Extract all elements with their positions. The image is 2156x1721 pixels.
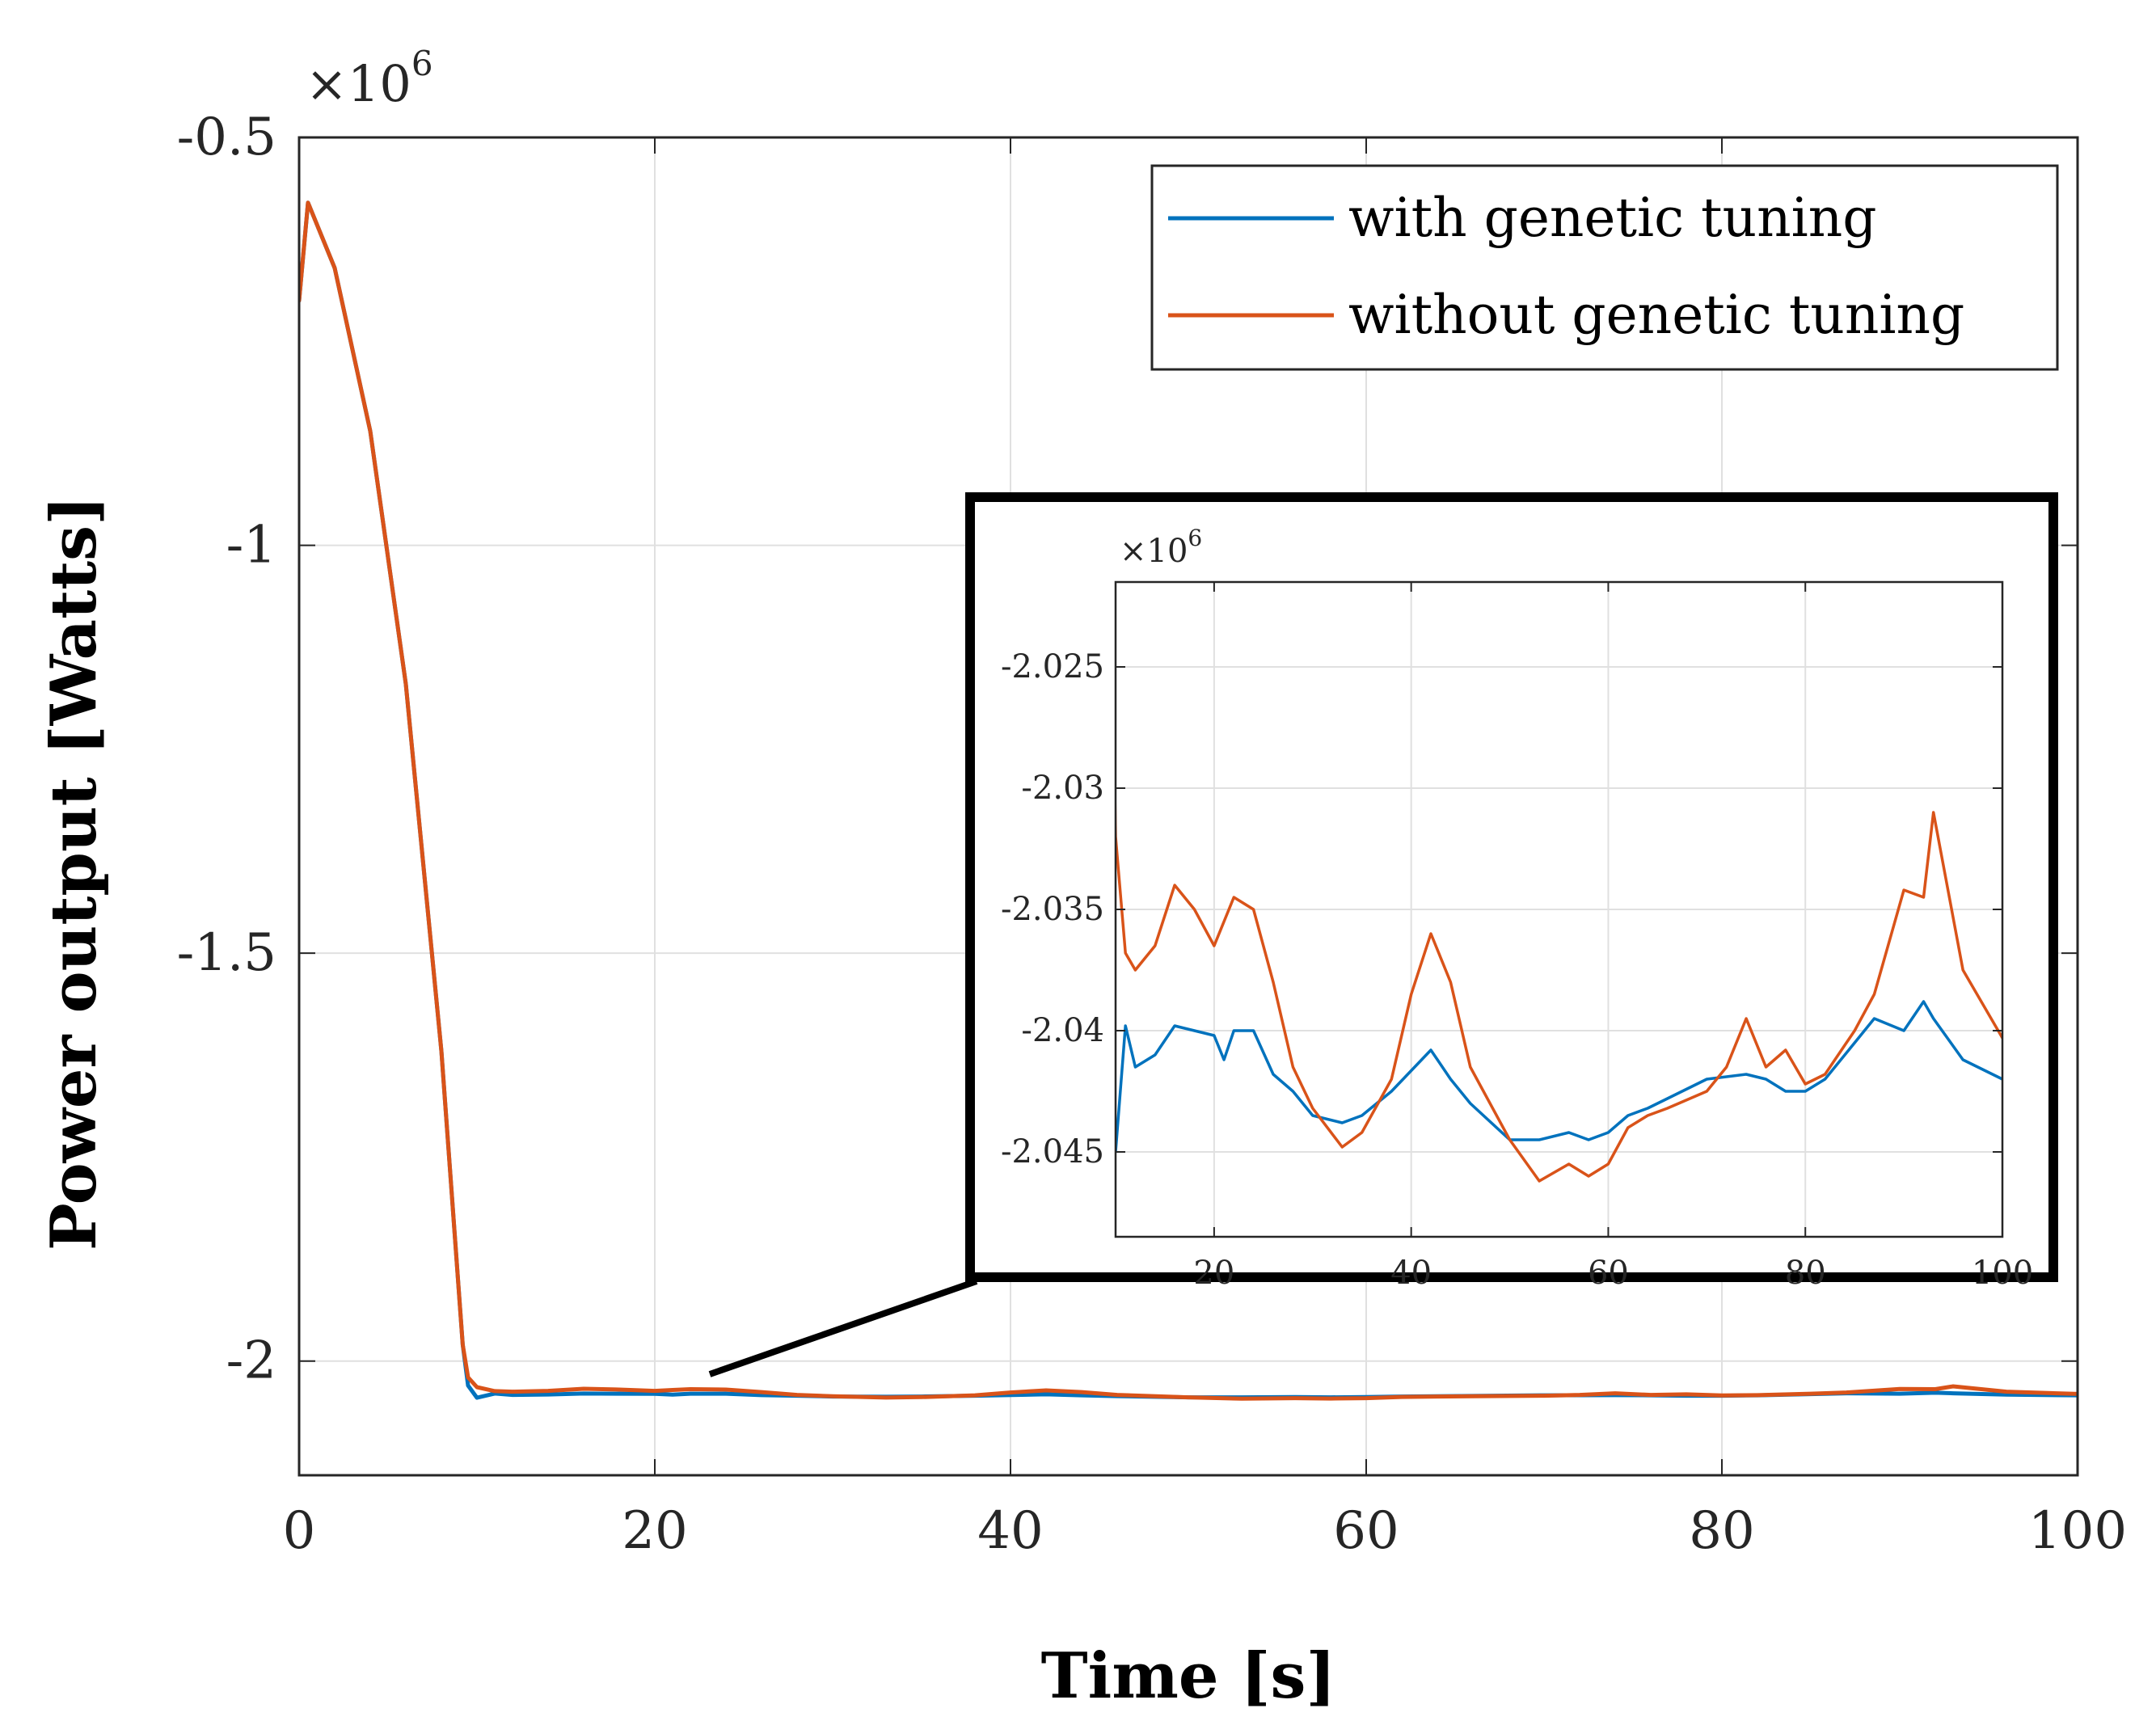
zoom-pointer-line — [708, 1278, 978, 1377]
y-axis-title: Power output [Watts] — [37, 496, 111, 1251]
main-y-scale-exponent: 6 — [411, 44, 433, 83]
inset-y-tick-label: -2.045 — [1001, 1133, 1104, 1171]
main-y-tick-label: -1.5 — [177, 923, 276, 983]
inset-series-with-genetic-tuning — [1116, 1000, 2002, 1154]
main-y-axis: -0.5 -1 -1.5 -2 — [177, 108, 2078, 1391]
main-x-tick-label: 60 — [1333, 1501, 1399, 1561]
inset-x-axis: 20 40 60 80 100 — [1193, 582, 2033, 1292]
main-plot-frame — [297, 136, 2079, 1477]
legend: with genetic tuning without genetic tuni… — [1150, 164, 2059, 371]
main-x-axis: 0 20 40 60 80 100 — [283, 137, 2127, 1561]
main-y-tick-label: -1 — [226, 516, 276, 576]
main-x-tick-label: 20 — [622, 1501, 687, 1561]
main-x-tick-label: 100 — [2028, 1501, 2127, 1561]
legend-box — [1150, 164, 2059, 371]
inset-x-tick-label: 40 — [1390, 1255, 1432, 1292]
main-x-tick-label: 40 — [977, 1501, 1043, 1561]
inset-x-tick-label: 100 — [1972, 1255, 2033, 1292]
inset-y-scale-exponent: 6 — [1188, 525, 1202, 551]
inset-y-tick-label: -2.035 — [1001, 891, 1104, 928]
inset-x-tick-label: 20 — [1193, 1255, 1234, 1292]
main-y-scale-label: ×106 — [306, 44, 433, 113]
legend-label-without-genetic-tuning: without genetic tuning — [1348, 284, 1964, 346]
inset-x-tick-label: 80 — [1785, 1255, 1826, 1292]
main-y-scale-base: ×10 — [306, 54, 411, 113]
inset-y-scale-label: ×106 — [1120, 525, 1202, 570]
inset-x-tick-label: 60 — [1588, 1255, 1629, 1292]
main-series — [299, 200, 2078, 1401]
main-x-tick-label: 80 — [1689, 1501, 1754, 1561]
x-axis-title: Time [s] — [1041, 1639, 1336, 1713]
inset-y-scale-base: ×10 — [1120, 533, 1188, 570]
main-series-without-genetic-tuning — [299, 200, 2078, 1401]
inset-series — [1116, 753, 2002, 1183]
main-y-tick-label: -2 — [226, 1331, 276, 1391]
inset-plot: 20 40 60 80 100 -2.025 -2.03 -2.035 -2.04 -2.045… — [965, 492, 2058, 1292]
main-x-tick-label: 0 — [283, 1501, 316, 1561]
inset-y-tick-label: -2.025 — [1001, 648, 1104, 685]
main-y-tick-label: -0.5 — [177, 108, 276, 167]
legend-label-with-genetic-tuning: with genetic tuning — [1348, 187, 1876, 249]
inset-y-tick-label: -2.04 — [1021, 1012, 1104, 1049]
inset-series-without-genetic-tuning — [1116, 753, 2002, 1183]
inset-y-tick-label: -2.03 — [1021, 770, 1104, 807]
inset-y-axis: -2.025 -2.03 -2.035 -2.04 -2.045 — [1001, 648, 2002, 1171]
